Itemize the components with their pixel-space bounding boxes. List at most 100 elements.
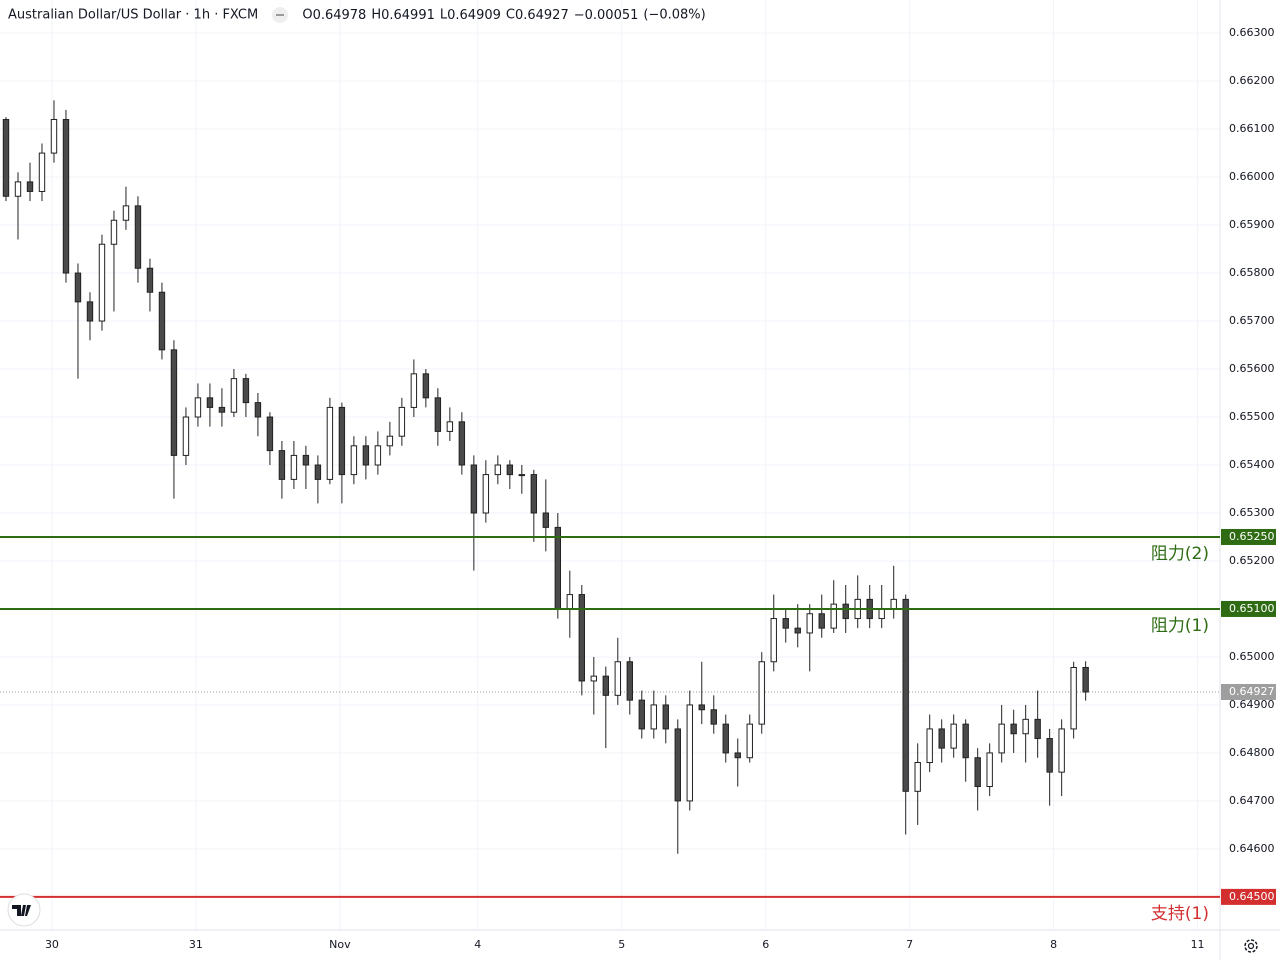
ohlc-label: O (302, 7, 313, 23)
settings-icon[interactable] (1244, 939, 1258, 953)
candle-body (950, 723, 957, 749)
candle-body (290, 454, 298, 480)
grid (0, 0, 1220, 930)
candle-body (350, 445, 358, 476)
candle-body (530, 474, 538, 514)
candle-body (734, 752, 741, 759)
candle-body (146, 267, 154, 293)
level-price: 0.65100 (1229, 602, 1275, 615)
candle-body (182, 416, 190, 456)
y-tick-label: 0.65400 (1229, 458, 1275, 471)
y-tick-label: 0.64700 (1229, 794, 1275, 807)
x-tick-label: 31 (189, 938, 203, 951)
candle-body (626, 661, 633, 701)
candle-body (302, 454, 310, 466)
candle-body (254, 402, 262, 418)
y-tick-label: 0.64800 (1229, 746, 1275, 759)
candle-body (722, 723, 729, 754)
last-price-tag (1221, 683, 1276, 700)
candle-body (518, 474, 526, 477)
candle-body (878, 608, 885, 620)
candle-body (1010, 723, 1017, 735)
candle-body (506, 464, 514, 476)
toggle[interactable] (272, 7, 289, 23)
candle-body (578, 594, 586, 682)
candle-body (746, 723, 753, 759)
change: −0.00051 (573, 7, 639, 23)
candle-body (818, 613, 825, 629)
candle-body (566, 594, 574, 610)
y-tick-label: 0.65700 (1229, 314, 1275, 327)
ohlc-value: 0.64978 (312, 7, 367, 23)
candle-body (758, 661, 765, 725)
candle-body (830, 603, 837, 629)
ohlc-label: H (371, 7, 382, 23)
candle-body (974, 757, 981, 788)
y-tick-label: 0.65000 (1229, 650, 1275, 663)
candle-body (158, 291, 166, 351)
y-tick-label: 0.64600 (1229, 842, 1275, 855)
y-tick-label: 0.65900 (1229, 218, 1275, 231)
candle-body (1046, 738, 1053, 773)
candle-body (710, 709, 717, 725)
y-tick-label: 0.65800 (1229, 266, 1275, 279)
x-tick-label: Nov (329, 938, 351, 951)
candle-body (542, 512, 550, 528)
candle-body (938, 728, 945, 749)
candle-body (242, 378, 250, 404)
x-tick-label: 7 (906, 938, 913, 951)
candle-body (446, 421, 454, 432)
candle-body (86, 301, 94, 322)
level-tag (1221, 528, 1276, 545)
candle-body (458, 421, 466, 466)
candle-body (662, 704, 669, 730)
y-tick-label: 0.66100 (1229, 122, 1275, 135)
candle-body (170, 349, 178, 456)
tv-logo[interactable] (7, 893, 41, 927)
candle-body (1034, 718, 1041, 740)
candle-body (338, 406, 346, 476)
candle-body (770, 618, 777, 663)
x-tick-label: 8 (1050, 938, 1057, 951)
candle-body (434, 397, 442, 432)
y-tick-label: 0.65300 (1229, 506, 1275, 519)
candle-body (494, 464, 502, 476)
x-tick-label: 5 (618, 938, 625, 951)
x-tick-label: 11 (1191, 938, 1205, 951)
candle-body (134, 205, 142, 269)
candle-body (62, 118, 70, 274)
candle-body (614, 661, 621, 696)
candle-body (926, 728, 933, 764)
candle-body (218, 406, 226, 413)
y-tick-label: 0.65500 (1229, 410, 1275, 423)
candle-body (842, 603, 849, 620)
y-tick-label: 0.65600 (1229, 362, 1275, 375)
candle-body (1082, 667, 1089, 693)
candle-body (962, 723, 969, 759)
symbol-title: Australian Dollar/US Dollar · 1h · FXCM (8, 7, 259, 23)
y-tick-label: 0.66300 (1229, 26, 1275, 39)
level-price: 0.65250 (1229, 530, 1275, 543)
candle-body (26, 181, 34, 192)
candle-body (998, 723, 1005, 754)
candle-body (590, 675, 598, 682)
candle-body (278, 450, 286, 480)
candle-body (326, 406, 334, 480)
candle-body (1058, 728, 1065, 773)
candle-body (650, 704, 657, 730)
candle-body (422, 373, 430, 399)
level-name: 支持(1) (1151, 904, 1209, 924)
candle-body (386, 435, 394, 447)
candle-body (686, 704, 693, 802)
candle-body (398, 406, 406, 437)
candle-body (38, 152, 46, 192)
header: Australian Dollar/US Dollar · 1h · FXCM … (8, 7, 706, 23)
y-tick-label: 0.66000 (1229, 170, 1275, 183)
candle-body (110, 219, 118, 245)
candle-body (890, 598, 897, 610)
candle-body (902, 598, 909, 792)
y-tick-label: 0.66200 (1229, 74, 1275, 87)
candle-body (554, 526, 562, 610)
